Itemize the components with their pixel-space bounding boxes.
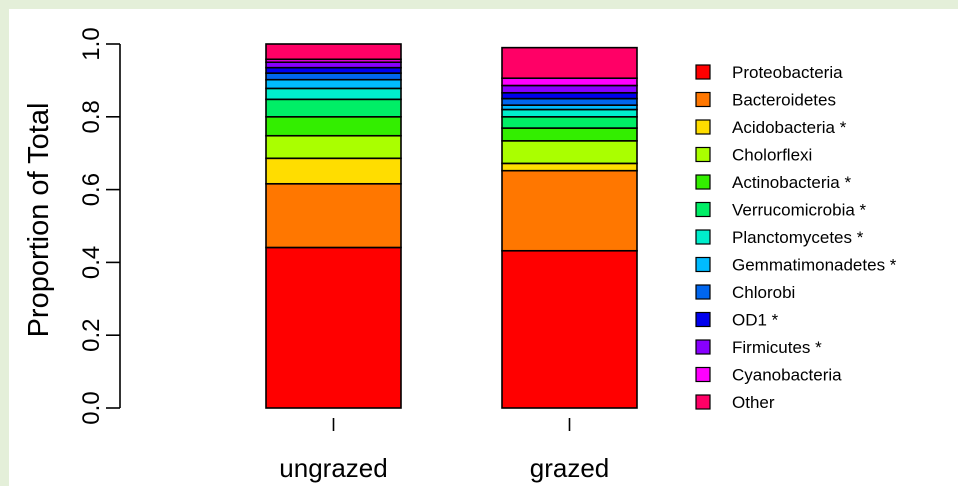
bar-segment-grazed-9 xyxy=(501,91,638,100)
legend-swatch-10 xyxy=(695,339,711,355)
legend-swatch-9 xyxy=(695,311,711,328)
legend-label-6: Planctomycetes * xyxy=(732,228,864,247)
legend-label-0: Proteobacteria xyxy=(732,63,843,82)
bars-layer xyxy=(265,43,638,409)
y-tick-label-5: 1.0 xyxy=(78,27,105,60)
legend-item-11: Cyanobacteria xyxy=(695,366,842,385)
bar-segment-ungrazed-1 xyxy=(265,182,402,249)
legend: Proteobacteria Bacteroidetes Acidobacteria… xyxy=(695,63,897,412)
bar-segment-grazed-10 xyxy=(501,84,638,94)
bar-segment-grazed-6 xyxy=(501,108,638,118)
legend-swatch-5 xyxy=(695,201,711,218)
x-axis: ungrazed grazed xyxy=(279,418,609,483)
y-axis: 0.0 0.2 0.4 0.6 0.8 1.0 xyxy=(78,27,121,425)
legend-item-9: OD1 * xyxy=(695,311,779,330)
bar-segment-grazed-8 xyxy=(501,97,638,106)
bar-segment-ungrazed-0 xyxy=(265,246,402,409)
bar-segment-ungrazed-8 xyxy=(265,72,402,81)
legend-swatch-3 xyxy=(695,146,711,163)
bar-segment-ungrazed-4 xyxy=(265,116,402,137)
y-tick-label-1: 0.2 xyxy=(78,319,105,352)
y-tick-label-2: 0.4 xyxy=(78,246,105,279)
x-tick-label-ungrazed: ungrazed xyxy=(279,453,387,483)
y-tick-label-4: 0.8 xyxy=(78,100,105,133)
y-tick-label-3: 0.6 xyxy=(78,173,105,206)
legend-item-6: Planctomycetes * xyxy=(695,228,864,247)
bar-segment-grazed-3 xyxy=(501,140,638,165)
bar-segment-grazed-2 xyxy=(501,162,638,172)
legend-label-11: Cyanobacteria xyxy=(732,366,842,385)
legend-item-8: Chlorobi xyxy=(695,283,795,302)
bar-stack-grazed xyxy=(501,46,638,409)
legend-label-1: Bacteroidetes xyxy=(732,91,836,110)
legend-item-5: Verrucomicrobia * xyxy=(695,201,867,220)
legend-swatch-2 xyxy=(695,119,711,135)
legend-label-2: Acidobacteria * xyxy=(732,118,847,137)
bar-segment-ungrazed-3 xyxy=(265,134,402,160)
legend-swatch-0 xyxy=(695,64,711,80)
legend-swatch-6 xyxy=(695,229,711,245)
legend-item-0: Proteobacteria xyxy=(695,63,843,82)
legend-item-4: Actinobacteria * xyxy=(695,173,851,192)
legend-label-8: Chlorobi xyxy=(732,283,795,302)
legend-item-1: Bacteroidetes xyxy=(695,91,836,110)
legend-label-5: Verrucomicrobia * xyxy=(732,201,867,220)
legend-item-10: Firmicutes * xyxy=(695,338,822,357)
legend-swatch-7 xyxy=(695,256,711,273)
bar-segment-ungrazed-5 xyxy=(265,98,402,118)
x-tick-label-grazed: grazed xyxy=(530,453,610,483)
legend-swatch-1 xyxy=(695,91,711,108)
bar-segment-ungrazed-6 xyxy=(265,87,402,101)
legend-label-3: Cholorflexi xyxy=(732,146,812,165)
legend-label-9: OD1 * xyxy=(732,311,779,330)
chart-panel: 0.0 0.2 0.4 0.6 0.8 1.0 ungrazed grazed Proteo… xyxy=(9,9,958,486)
y-axis-label: Proportion of Total xyxy=(23,103,55,338)
bar-segment-ungrazed-7 xyxy=(265,78,402,90)
legend-swatch-8 xyxy=(695,284,711,300)
bar-stack-ungrazed xyxy=(265,43,402,409)
legend-swatch-12 xyxy=(695,394,711,410)
legend-item-12: Other xyxy=(695,393,775,412)
bar-segment-ungrazed-2 xyxy=(265,157,402,185)
legend-item-3: Cholorflexi xyxy=(695,146,812,165)
legend-swatch-11 xyxy=(695,366,711,383)
stacked-bar-chart: 0.0 0.2 0.4 0.6 0.8 1.0 ungrazed grazed Proteo… xyxy=(23,27,897,483)
bar-segment-grazed-5 xyxy=(501,116,638,129)
bar-segment-ungrazed-12 xyxy=(265,43,402,61)
legend-label-10: Firmicutes * xyxy=(732,338,822,357)
y-tick-label-0: 0.0 xyxy=(78,391,105,424)
bar-segment-grazed-11 xyxy=(501,77,638,87)
legend-item-7: Gemmatimonadetes * xyxy=(695,256,897,275)
legend-item-2: Acidobacteria * xyxy=(695,118,847,137)
legend-label-4: Actinobacteria * xyxy=(732,173,851,192)
legend-label-7: Gemmatimonadetes * xyxy=(732,256,897,275)
bar-segment-ungrazed-10 xyxy=(265,61,402,69)
legend-label-12: Other xyxy=(732,393,775,412)
bar-segment-grazed-0 xyxy=(501,249,638,409)
bar-segment-grazed-4 xyxy=(501,127,638,142)
bar-segment-ungrazed-9 xyxy=(265,66,402,74)
legend-swatch-4 xyxy=(695,174,711,190)
bar-segment-grazed-12 xyxy=(501,46,638,80)
bar-segment-grazed-1 xyxy=(501,169,638,252)
